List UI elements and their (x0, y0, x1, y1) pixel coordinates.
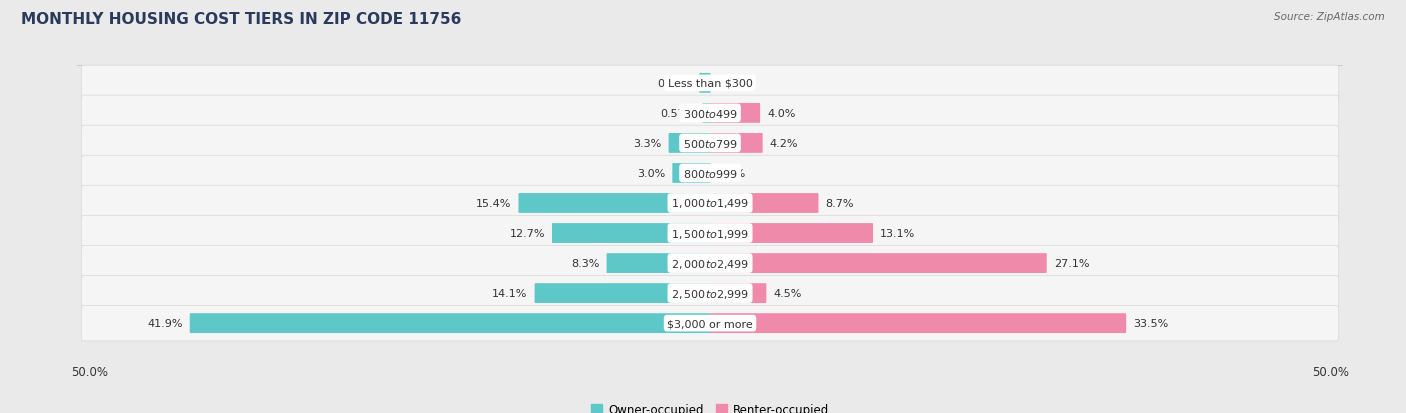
Text: $1,500 to $1,999: $1,500 to $1,999 (671, 227, 749, 240)
FancyBboxPatch shape (82, 216, 1339, 251)
FancyBboxPatch shape (553, 223, 710, 243)
Text: 15.4%: 15.4% (477, 199, 512, 209)
FancyBboxPatch shape (82, 306, 1339, 341)
Text: 27.1%: 27.1% (1053, 259, 1090, 268)
Text: $2,500 to $2,999: $2,500 to $2,999 (671, 287, 749, 300)
Text: $2,000 to $2,499: $2,000 to $2,499 (671, 257, 749, 270)
FancyBboxPatch shape (710, 134, 762, 154)
FancyBboxPatch shape (519, 194, 710, 214)
Text: $500 to $799: $500 to $799 (682, 138, 738, 150)
Text: 14.1%: 14.1% (492, 288, 527, 298)
Text: 13.1%: 13.1% (880, 228, 915, 238)
Text: 3.0%: 3.0% (637, 169, 665, 178)
FancyBboxPatch shape (710, 283, 766, 303)
FancyBboxPatch shape (82, 276, 1339, 311)
FancyBboxPatch shape (606, 254, 710, 273)
Text: 41.9%: 41.9% (148, 318, 183, 328)
Legend: Owner-occupied, Renter-occupied: Owner-occupied, Renter-occupied (586, 398, 834, 413)
FancyBboxPatch shape (669, 134, 710, 154)
Text: 0.0%: 0.0% (717, 78, 745, 89)
Text: 0.0%: 0.0% (717, 169, 745, 178)
FancyBboxPatch shape (82, 156, 1339, 191)
Text: 3.3%: 3.3% (633, 139, 662, 149)
FancyBboxPatch shape (82, 186, 1339, 221)
FancyBboxPatch shape (190, 313, 710, 333)
FancyBboxPatch shape (710, 223, 873, 243)
FancyBboxPatch shape (534, 283, 710, 303)
Text: $1,000 to $1,499: $1,000 to $1,499 (671, 197, 749, 210)
Text: MONTHLY HOUSING COST TIERS IN ZIP CODE 11756: MONTHLY HOUSING COST TIERS IN ZIP CODE 1… (21, 12, 461, 27)
Text: 8.7%: 8.7% (825, 199, 853, 209)
Text: Source: ZipAtlas.com: Source: ZipAtlas.com (1274, 12, 1385, 22)
Text: 12.7%: 12.7% (509, 228, 546, 238)
Text: 0.57%: 0.57% (661, 109, 696, 119)
FancyBboxPatch shape (710, 104, 761, 123)
Text: $3,000 or more: $3,000 or more (668, 318, 752, 328)
FancyBboxPatch shape (710, 254, 1046, 273)
Text: Less than $300: Less than $300 (668, 78, 752, 89)
Text: 4.0%: 4.0% (768, 109, 796, 119)
FancyBboxPatch shape (82, 66, 1339, 101)
FancyBboxPatch shape (699, 74, 710, 93)
FancyBboxPatch shape (672, 164, 710, 183)
Text: 33.5%: 33.5% (1133, 318, 1168, 328)
FancyBboxPatch shape (703, 104, 710, 123)
FancyBboxPatch shape (710, 313, 1126, 333)
Text: 8.3%: 8.3% (571, 259, 599, 268)
FancyBboxPatch shape (82, 126, 1339, 161)
FancyBboxPatch shape (710, 194, 818, 214)
FancyBboxPatch shape (82, 96, 1339, 131)
Text: $800 to $999: $800 to $999 (682, 168, 738, 180)
Text: $300 to $499: $300 to $499 (682, 108, 738, 120)
Text: 4.2%: 4.2% (769, 139, 799, 149)
Text: 4.5%: 4.5% (773, 288, 801, 298)
Text: 0.83%: 0.83% (657, 78, 692, 89)
FancyBboxPatch shape (82, 246, 1339, 281)
